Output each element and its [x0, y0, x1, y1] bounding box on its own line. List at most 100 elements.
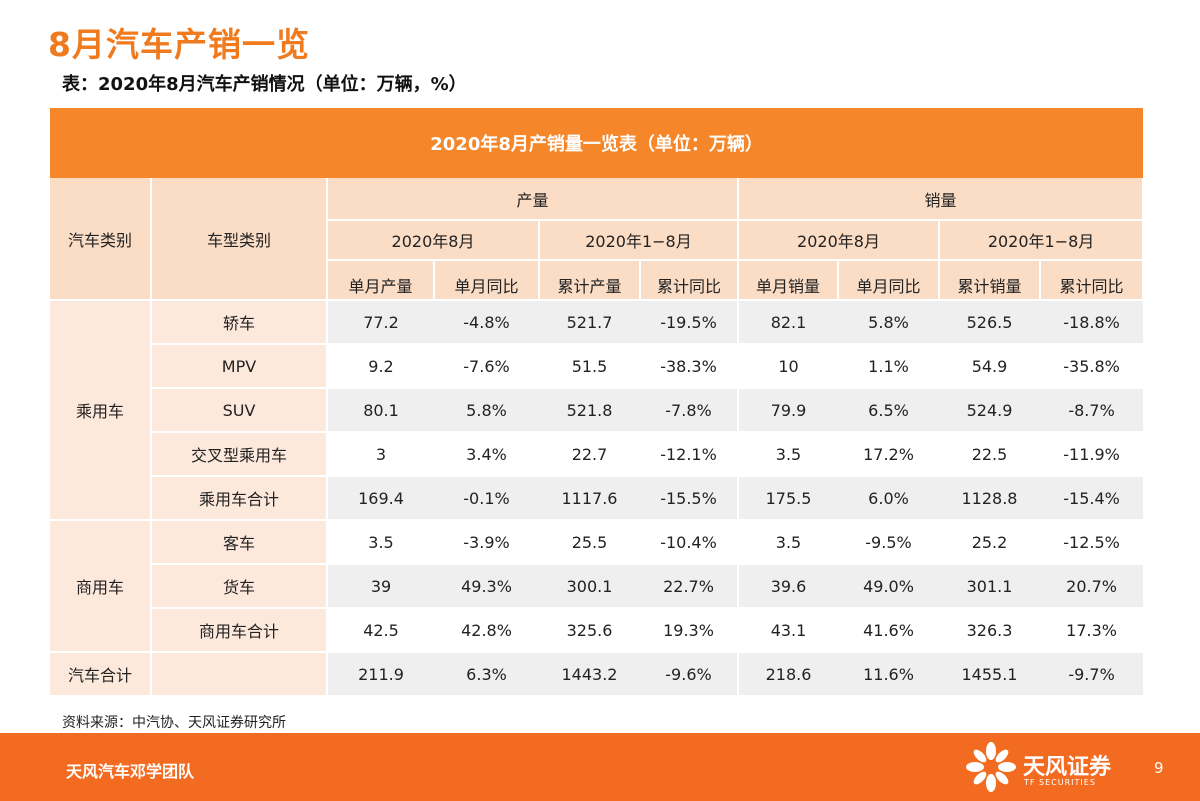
value-cell: -11.9% [1040, 432, 1144, 477]
value-cell: 1443.2 [539, 652, 640, 697]
table-caption: 表：2020年8月汽车产销情况（单位：万辆，%） [62, 74, 467, 95]
value-cell: -7.6% [434, 344, 539, 389]
table-row: 商用车合计 42.5 42.8% 325.6 19.3% 43.1 41.6% … [50, 608, 1144, 653]
value-cell: 218.6 [738, 652, 838, 697]
value-cell: 17.3% [1040, 608, 1144, 653]
value-cell: 51.5 [539, 344, 640, 389]
value-cell: 326.3 [939, 608, 1040, 653]
source-note: 资料来源：中汽协、天风证券研究所 [62, 715, 286, 731]
value-cell: 5.8% [838, 300, 939, 345]
logo-wordmark: 天风证券 [1023, 755, 1112, 780]
table-row: 交叉型乘用车 3 3.4% 22.7 -12.1% 3.5 17.2% 22.5… [50, 432, 1144, 477]
header-row-2: 2020年8月 2020年1−8月 2020年8月 2020年1−8月 [50, 220, 1145, 261]
header-period: 2020年8月 [738, 220, 940, 261]
value-cell: -0.1% [434, 476, 539, 521]
value-cell: 22.7 [539, 432, 640, 477]
header-row-3: 单月产量 单月同比 累计产量 累计同比 单月销量 单月同比 累计销量 累计同比 [50, 260, 1145, 301]
header-production: 产量 [327, 178, 739, 221]
value-cell: 169.4 [327, 476, 434, 521]
value-cell: 17.2% [838, 432, 939, 477]
value-cell: -3.9% [434, 520, 539, 565]
header-metric: 累计产量 [539, 260, 641, 301]
header-row-1: 汽车类别 车型类别 产量 销量 [50, 178, 1145, 301]
table-row: 乘用车 轿车 77.2 -4.8% 521.7 -19.5% 82.1 5.8%… [50, 300, 1144, 521]
value-cell: 43.1 [738, 608, 838, 653]
value-cell: 39 [327, 564, 434, 609]
value-cell: 82.1 [738, 300, 838, 345]
header-type: 车型类别 [151, 178, 328, 301]
type-cell: 商用车合计 [151, 608, 328, 653]
value-cell: 54.9 [939, 344, 1040, 389]
production-sales-table: 2020年8月产销量一览表（单位：万辆） 汽车类别 车型类别 产量 销量 202… [50, 108, 1145, 697]
value-cell: 41.6% [838, 608, 939, 653]
value-cell: -10.4% [640, 520, 739, 565]
value-cell: -19.5% [640, 300, 739, 345]
table-row: 商用车 客车 3.5 -3.9% 25.5 -10.4% 3.5 -9.5% 2… [50, 520, 1144, 653]
table-banner-row: 2020年8月产销量一览表（单位：万辆） [50, 108, 1144, 178]
table-row: SUV 80.1 5.8% 521.8 -7.8% 79.9 6.5% 524.… [50, 388, 1144, 433]
value-cell: 19.3% [640, 608, 739, 653]
header-sales: 销量 [738, 178, 1145, 221]
type-cell: 客车 [151, 520, 328, 565]
type-cell: 轿车 [151, 300, 328, 345]
type-cell-empty [151, 652, 328, 697]
table-row: MPV 9.2 -7.6% 51.5 -38.3% 10 1.1% 54.9 -… [50, 344, 1144, 389]
type-cell: MPV [151, 344, 328, 389]
value-cell: -12.1% [640, 432, 739, 477]
value-cell: 175.5 [738, 476, 838, 521]
value-cell: -7.8% [640, 388, 739, 433]
category-cell: 乘用车 [50, 300, 152, 521]
table-row: 乘用车合计 169.4 -0.1% 1117.6 -15.5% 175.5 6.… [50, 476, 1144, 521]
value-cell: -15.4% [1040, 476, 1144, 521]
value-cell: 22.7% [640, 564, 739, 609]
type-cell: 货车 [151, 564, 328, 609]
type-cell: SUV [151, 388, 328, 433]
value-cell: -9.6% [640, 652, 739, 697]
value-cell: -12.5% [1040, 520, 1144, 565]
value-cell: 20.7% [1040, 564, 1144, 609]
value-cell: 39.6 [738, 564, 838, 609]
value-cell: 25.2 [939, 520, 1040, 565]
page-number: 9 [1154, 759, 1164, 777]
value-cell: 77.2 [327, 300, 434, 345]
value-cell: 6.0% [838, 476, 939, 521]
type-cell: 乘用车合计 [151, 476, 328, 521]
value-cell: -35.8% [1040, 344, 1144, 389]
value-cell: 1128.8 [939, 476, 1040, 521]
header-metric: 单月同比 [838, 260, 940, 301]
value-cell: 1455.1 [939, 652, 1040, 697]
value-cell: 42.5 [327, 608, 434, 653]
header-metric: 累计同比 [640, 260, 739, 301]
value-cell: 22.5 [939, 432, 1040, 477]
value-cell: 521.8 [539, 388, 640, 433]
value-cell: 5.8% [434, 388, 539, 433]
header-metric: 累计销量 [939, 260, 1041, 301]
value-cell: 9.2 [327, 344, 434, 389]
value-cell: 300.1 [539, 564, 640, 609]
value-cell: 3.5 [738, 520, 838, 565]
header-period: 2020年1−8月 [939, 220, 1145, 261]
tf-flower-logo-icon [966, 742, 1016, 792]
value-cell: 521.7 [539, 300, 640, 345]
value-cell: 25.5 [539, 520, 640, 565]
category-cell: 商用车 [50, 520, 152, 653]
value-cell: 10 [738, 344, 838, 389]
page-title: 8月汽车产销一览 [48, 25, 310, 64]
type-cell: 交叉型乘用车 [151, 432, 328, 477]
value-cell: 211.9 [327, 652, 434, 697]
header-category: 汽车类别 [50, 178, 152, 301]
value-cell: -9.7% [1040, 652, 1144, 697]
value-cell: 526.5 [939, 300, 1040, 345]
value-cell: 3.5 [327, 520, 434, 565]
value-cell: 6.5% [838, 388, 939, 433]
logo-subtitle: TF SECURITIES [1024, 778, 1096, 787]
table-row: 货车 39 49.3% 300.1 22.7% 39.6 49.0% 301.1… [50, 564, 1144, 609]
value-cell: 42.8% [434, 608, 539, 653]
value-cell: 1.1% [838, 344, 939, 389]
value-cell: 3.5 [738, 432, 838, 477]
value-cell: 524.9 [939, 388, 1040, 433]
table-banner: 2020年8月产销量一览表（单位：万辆） [50, 108, 1144, 178]
value-cell: -18.8% [1040, 300, 1144, 345]
value-cell: 49.0% [838, 564, 939, 609]
value-cell: -38.3% [640, 344, 739, 389]
